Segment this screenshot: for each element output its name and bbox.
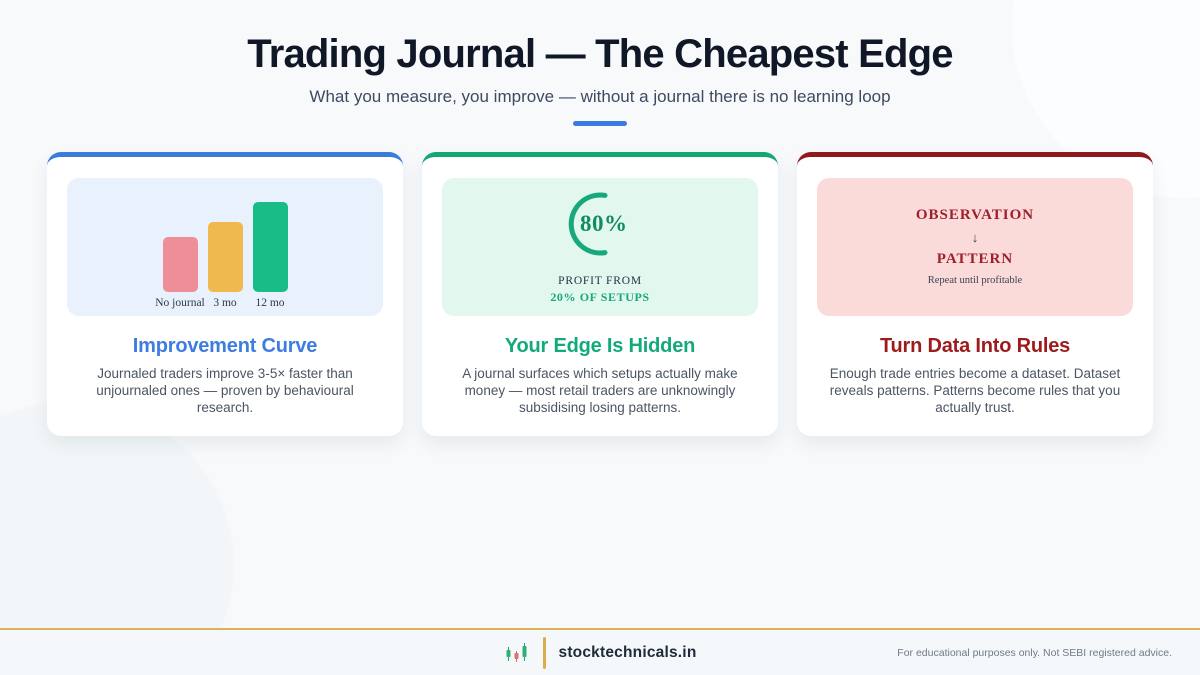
edge-gauge-panel: 80% PROFIT FROM 20% OF SETUPS (442, 177, 758, 316)
gauge-arc-icon (568, 192, 608, 256)
bar-column: 12 mo (248, 202, 293, 310)
flow-step-pattern: PATTERN (936, 251, 1014, 268)
card-data-into-rules: OBSERVATION ↓ PATTERN Repeat until profi… (797, 151, 1153, 436)
footer-gold-divider (542, 636, 546, 669)
bar-label: 12 mo (255, 297, 285, 310)
gauge-caption-line1: PROFIT FROM (558, 274, 642, 287)
page-subtitle: What you measure, you improve — without … (309, 86, 891, 106)
bar-column: No journal (155, 237, 205, 310)
title-underline-dash (573, 120, 627, 126)
bar-label: No journal (155, 297, 205, 310)
profit-gauge: 80% (564, 191, 636, 257)
flow-step-observation: OBSERVATION (915, 207, 1035, 224)
card-improvement-curve: No journal 3 mo 12 mo Improvement Curve Jo… (47, 151, 403, 436)
page-header: Trading Journal — The Cheapest Edge What… (0, 0, 1200, 126)
footer: stocktechnicals.in For educational purpo… (0, 628, 1200, 675)
bar-no-journal (162, 237, 198, 293)
flow-note: Repeat until profitable (927, 275, 1023, 287)
cards-row: No journal 3 mo 12 mo Improvement Curve Jo… (0, 151, 1200, 436)
bar-column: 3 mo (203, 222, 248, 310)
gauge-caption-line2: 20% OF SETUPS (550, 289, 650, 304)
card-body-text: Enough trade entries become a dataset. D… (829, 365, 1121, 415)
improvement-bar-chart-panel: No journal 3 mo 12 mo (67, 177, 383, 316)
gauge-value: 80% (580, 210, 628, 236)
footer-brand-group: stocktechnicals.in (0, 630, 1200, 675)
card-title: Your Edge Is Hidden (504, 334, 696, 357)
down-arrow-icon: ↓ (971, 230, 979, 246)
improvement-bar-chart: No journal 3 mo 12 mo (155, 202, 293, 310)
observation-pattern-panel: OBSERVATION ↓ PATTERN Repeat until profi… (817, 177, 1133, 316)
bar-label: 3 mo (213, 297, 237, 310)
card-body-text: A journal surfaces which setups actually… (462, 365, 738, 415)
card-edge-hidden: 80% PROFIT FROM 20% OF SETUPS Your Edge … (422, 151, 778, 436)
card-body-text: Journaled traders improve 3-5× faster th… (96, 365, 354, 415)
brand-name: stocktechnicals.in (558, 643, 697, 661)
page-title: Trading Journal — The Cheapest Edge (247, 32, 953, 76)
card-title: Improvement Curve (132, 334, 318, 357)
footer-disclaimer: For educational purposes only. Not SEBI … (897, 646, 1172, 659)
bar-12-mo (252, 202, 288, 293)
bar-3-mo (207, 222, 243, 293)
candlestick-logo-icon (506, 642, 526, 662)
card-title: Turn Data Into Rules (879, 334, 1071, 357)
